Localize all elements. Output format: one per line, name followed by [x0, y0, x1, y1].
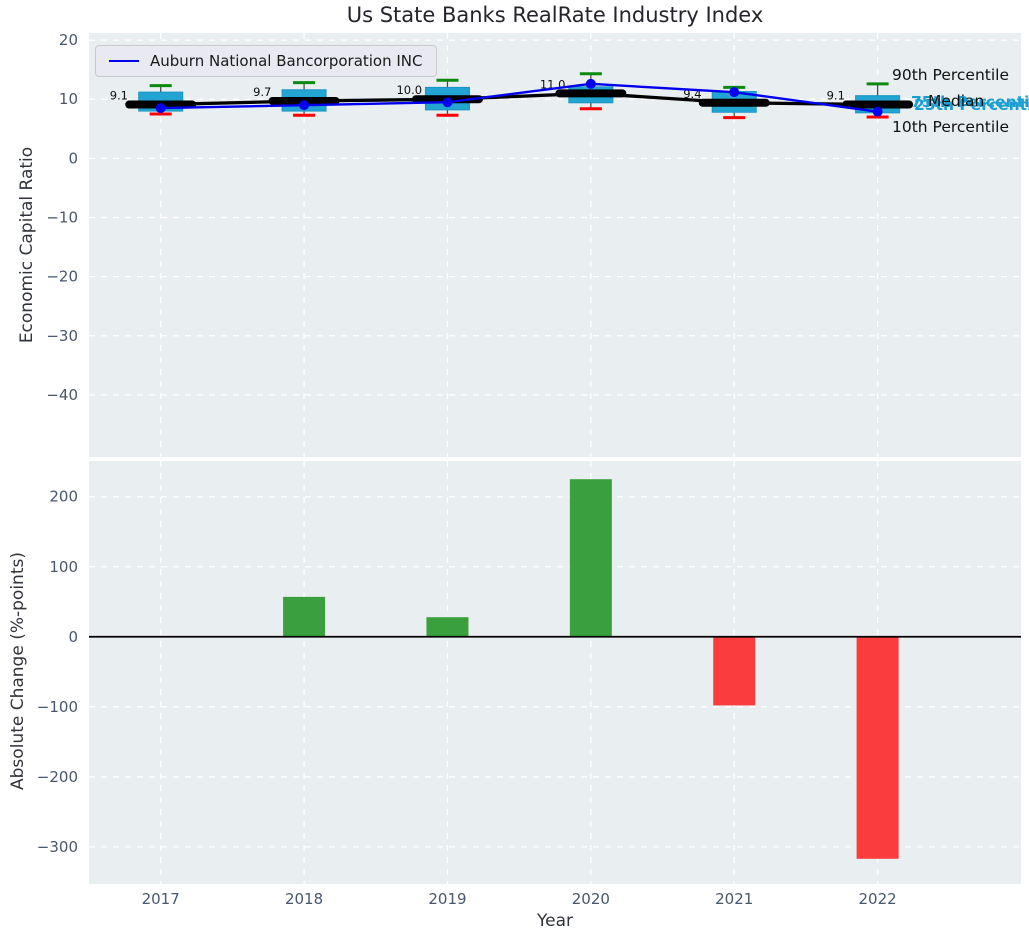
annotation-75th-percentile: 75th Percentile	[911, 93, 1029, 111]
legend-line-swatch	[109, 60, 139, 62]
legend-label: Auburn National Bancorporation INC	[150, 52, 423, 70]
svg-text:−200: −200	[37, 768, 78, 786]
svg-text:−10: −10	[46, 209, 78, 227]
annotation-90th-percentile: 90th Percentile	[892, 66, 1010, 84]
svg-text:10: 10	[59, 90, 78, 108]
svg-text:9.1: 9.1	[110, 89, 128, 103]
svg-text:0: 0	[68, 149, 78, 167]
bottom-y-axis-label: Absolute Change (%-points)	[8, 552, 28, 790]
svg-text:2020: 2020	[572, 890, 610, 908]
svg-text:−30: −30	[46, 327, 78, 345]
svg-text:2019: 2019	[428, 890, 466, 908]
svg-text:9.1: 9.1	[827, 89, 845, 103]
svg-text:0: 0	[68, 628, 78, 646]
annotation-median: Median	[928, 92, 985, 110]
svg-text:2018: 2018	[285, 890, 323, 908]
x-axis-label: Year	[537, 911, 573, 931]
svg-text:20: 20	[59, 31, 78, 49]
svg-text:−300: −300	[37, 838, 78, 856]
svg-text:100: 100	[49, 558, 78, 576]
svg-text:−40: −40	[46, 386, 78, 404]
annotation-25th-percentile: 25th Percentile	[914, 96, 1029, 114]
svg-text:200: 200	[49, 488, 78, 506]
svg-text:9.7: 9.7	[253, 85, 271, 99]
top-y-axis-label: Economic Capital Ratio	[17, 146, 37, 344]
svg-text:2021: 2021	[715, 890, 753, 908]
svg-text:−100: −100	[37, 698, 78, 716]
svg-text:−20: −20	[46, 268, 78, 286]
annotation-10th-percentile: 10th Percentile	[892, 118, 1010, 136]
svg-text:2017: 2017	[142, 890, 180, 908]
svg-text:2022: 2022	[859, 890, 897, 908]
chart-title: Us State Banks RealRate Industry Index	[346, 3, 764, 27]
svg-text:10.0: 10.0	[396, 83, 422, 97]
legend: Auburn National Bancorporation INC	[95, 45, 437, 77]
